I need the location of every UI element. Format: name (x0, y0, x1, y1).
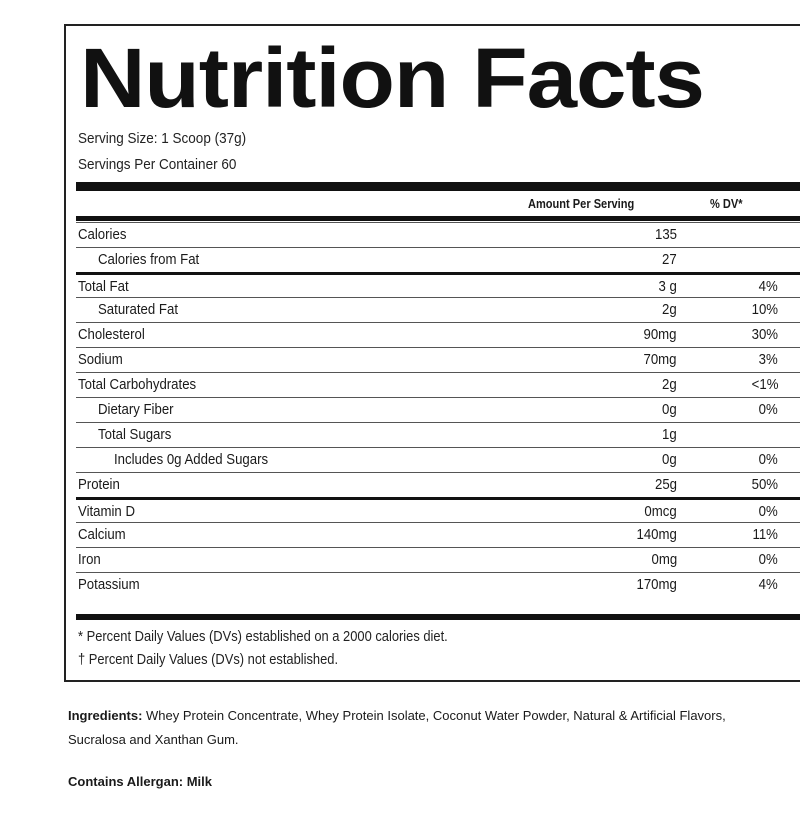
thick-divider-top (76, 182, 800, 191)
nutrient-daily-value: 11% (752, 526, 778, 543)
amount-per-serving-header: Amount Per Serving (528, 196, 635, 211)
nutrient-amount: 0g (662, 451, 677, 468)
nutrient-daily-value: 0% (758, 451, 778, 468)
nutrition-facts-title: Nutrition Facts (80, 31, 705, 125)
nutrient-row: Potassium 170mg 4% (76, 572, 800, 597)
nutrient-name: Total Sugars (98, 426, 172, 443)
nutrient-row: Calories 135 (76, 222, 800, 247)
nutrient-daily-value: 0% (758, 401, 778, 418)
nutrient-row: Calories from Fat 27 (76, 247, 800, 272)
nutrient-row: Total Fat 3 g 4% (76, 272, 800, 297)
nutrient-amount: 25g (654, 476, 677, 493)
nutrient-name: Total Fat (78, 278, 129, 295)
nutrient-name: Calcium (78, 526, 126, 543)
nutrient-amount: 90mg (643, 326, 677, 343)
nutrient-amount: 140mg (636, 526, 677, 543)
nutrition-facts-panel: Nutrition Facts Serving Size: 1 Scoop (3… (64, 24, 800, 682)
nutrient-daily-value: 4% (758, 278, 778, 295)
nutrient-amount: 2g (662, 376, 677, 393)
thick-divider-header (76, 216, 800, 221)
nutrient-row: Cholesterol 90mg 30% (76, 322, 800, 347)
nutrient-name: Total Carbohydrates (78, 376, 197, 393)
nutrient-name: Dietary Fiber (98, 401, 174, 418)
nutrient-amount: 70mg (643, 351, 677, 368)
ingredients-label: Ingredients: (68, 708, 143, 723)
nutrient-daily-value: <1% (751, 376, 778, 393)
nutrient-row: Calcium 140mg 11% (76, 522, 800, 547)
nutrient-name: Iron (78, 551, 101, 568)
nutrient-name: Protein (78, 476, 120, 493)
nutrient-table: Calories 135 Calories from Fat 27 Total Fat 3… (76, 222, 800, 597)
nutrient-row: Total Carbohydrates 2g <1% (76, 372, 800, 397)
nutrient-name: Vitamin D (78, 503, 135, 520)
nutrient-row: Total Sugars 1g (76, 422, 800, 447)
nutrient-name: Calories from Fat (98, 251, 200, 268)
nutrient-amount: 27 (662, 251, 677, 268)
nutrient-name: Calories (78, 226, 127, 243)
nutrient-row: Includes 0g Added Sugars 0g 0% (76, 447, 800, 472)
nutrient-row: Sodium 70mg 3% (76, 347, 800, 372)
nutrient-name: Includes 0g Added Sugars (114, 451, 269, 468)
nutrient-row: Protein 25g 50% (76, 472, 800, 497)
nutrient-daily-value: 3% (758, 351, 778, 368)
nutrient-amount: 2g (662, 301, 677, 318)
allergen-statement: Contains Allergan: Milk (68, 774, 212, 789)
nutrient-amount: 0mg (651, 551, 677, 568)
nutrient-amount: 0g (662, 401, 677, 418)
footnote-daily-values: * Percent Daily Values (DVs) established… (78, 628, 448, 645)
nutrient-daily-value: 30% (751, 326, 778, 343)
nutrient-name: Saturated Fat (98, 301, 178, 318)
nutrient-row: Saturated Fat 2g 10% (76, 297, 800, 322)
nutrient-name: Cholesterol (78, 326, 145, 343)
nutrient-amount: 0mcg (644, 503, 677, 520)
nutrient-daily-value: 10% (751, 301, 778, 318)
nutrient-amount: 3 g (658, 278, 677, 295)
nutrient-daily-value: 4% (758, 576, 778, 593)
daily-value-header: % DV* (710, 196, 743, 211)
nutrient-amount: 135 (654, 226, 677, 243)
nutrient-row: Vitamin D 0mcg 0% (76, 497, 800, 522)
nutrient-amount: 170mg (636, 576, 677, 593)
ingredients-text: Whey Protein Concentrate, Whey Protein I… (68, 708, 726, 747)
nutrient-row: Iron 0mg 0% (76, 547, 800, 572)
ingredients-statement: Ingredients: Whey Protein Concentrate, W… (68, 704, 768, 752)
servings-per-container: Servings Per Container 60 (78, 156, 237, 173)
nutrient-daily-value: 0% (758, 503, 778, 520)
footnote-not-established: † Percent Daily Values (DVs) not establi… (78, 651, 339, 668)
nutrient-name: Potassium (78, 576, 140, 593)
nutrient-row: Dietary Fiber 0g 0% (76, 397, 800, 422)
serving-size: Serving Size: 1 Scoop (37g) (78, 130, 247, 147)
nutrient-amount: 1g (662, 426, 677, 443)
nutrient-daily-value: 50% (751, 476, 778, 493)
nutrient-daily-value: 0% (758, 551, 778, 568)
nutrient-name: Sodium (78, 351, 123, 368)
thick-divider-bottom (76, 614, 800, 620)
